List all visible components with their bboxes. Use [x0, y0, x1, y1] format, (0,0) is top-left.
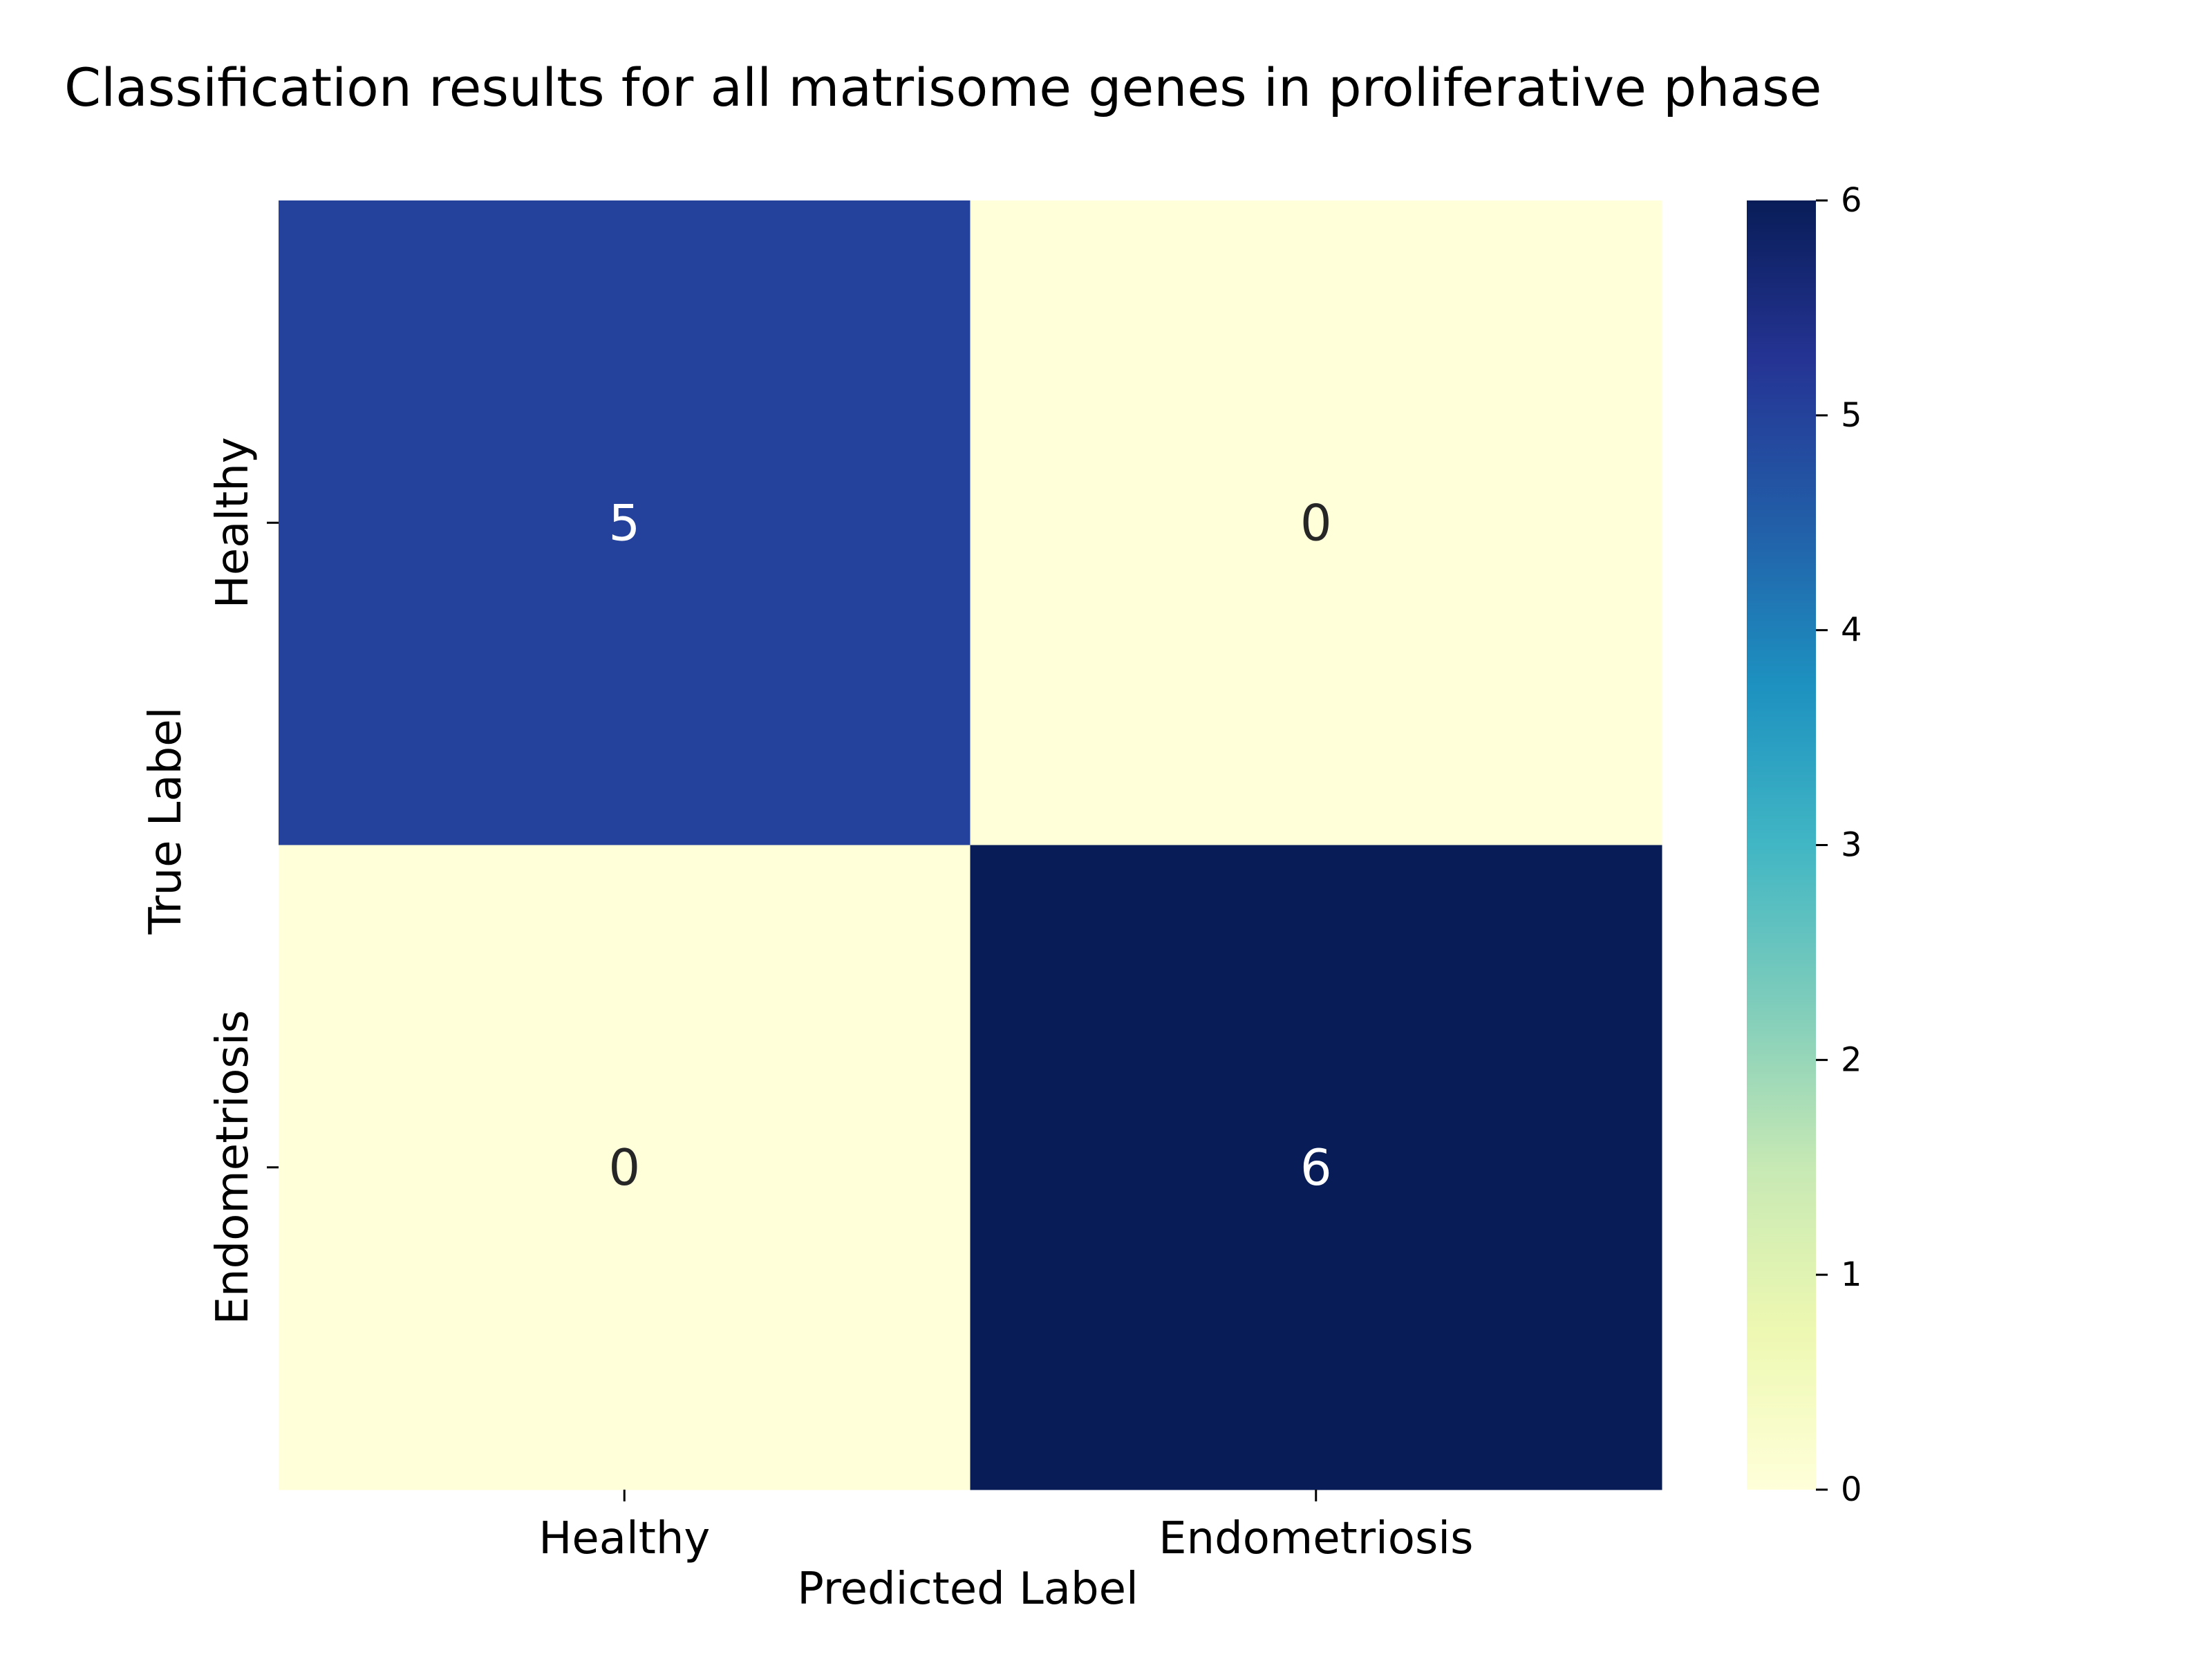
colorbar	[1747, 200, 1816, 1490]
y-tick-label: Healthy	[207, 437, 259, 608]
colorbar-tick-label: 5	[1841, 396, 1862, 435]
colorbar-tick-label: 0	[1841, 1470, 1862, 1509]
x-axis-label: Predicted Label	[797, 1564, 1138, 1615]
heatmap-cell	[279, 200, 971, 845]
colorbar-tick-label: 1	[1841, 1255, 1862, 1294]
cell-value-label: 0	[1300, 494, 1332, 552]
colorbar-tick-label: 6	[1841, 181, 1862, 220]
cell-annotations: 5 0 0 6	[608, 494, 1331, 1197]
y-axis: Healthy Endometriosis	[207, 437, 279, 1324]
heatmap-cell	[279, 845, 971, 1490]
heatmap-cells	[279, 200, 1662, 1490]
x-tick-label: Endometriosis	[1159, 1513, 1473, 1564]
colorbar-ticks: 0 1 2 3 4 5 6	[1816, 181, 1862, 1509]
y-axis-label: True Label	[140, 707, 191, 935]
x-axis: Healthy Endometriosis	[538, 1490, 1473, 1564]
cell-value-label: 0	[608, 1138, 640, 1197]
x-tick-label: Healthy	[538, 1513, 710, 1564]
y-tick-label: Endometriosis	[207, 1010, 259, 1324]
heatmap-cell	[970, 845, 1662, 1490]
colorbar-tick-label: 4	[1841, 611, 1862, 650]
cell-value-label: 6	[1300, 1138, 1332, 1197]
heatmap-cell	[970, 200, 1662, 845]
chart-title: Classification results for all matrisome…	[64, 57, 1821, 118]
colorbar-tick-label: 3	[1841, 826, 1862, 865]
colorbar-tick-label: 2	[1841, 1040, 1862, 1079]
cell-value-label: 5	[608, 494, 640, 552]
